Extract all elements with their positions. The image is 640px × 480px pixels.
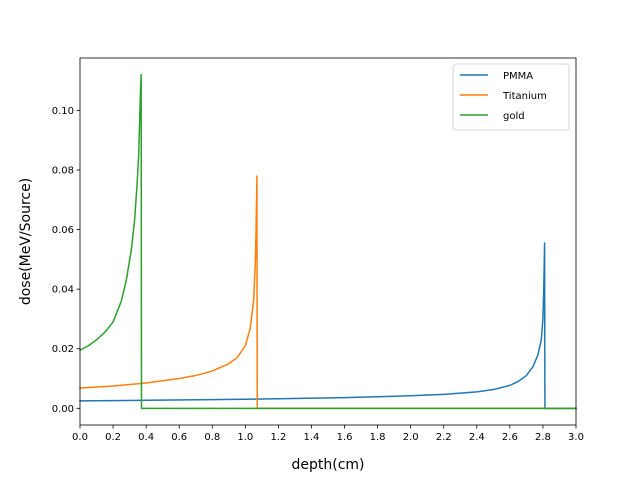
x-axis-label: depth(cm)	[291, 457, 364, 473]
legend-label-titanium: Titanium	[502, 91, 547, 102]
series-line-gold	[78, 73, 577, 410]
x-tick-label: 0.2	[105, 432, 121, 443]
legend: PMMA Titanium gold	[452, 63, 570, 131]
x-tick-label: 2.8	[535, 432, 551, 443]
x-tick-label: 0.8	[204, 432, 220, 443]
x-tick-label: 2.6	[502, 432, 518, 443]
x-tick-label: 3.0	[568, 432, 584, 443]
x-tick-label: 0.6	[171, 432, 187, 443]
series-line-pmma	[79, 242, 577, 410]
x-tick-label: 0.4	[138, 432, 154, 443]
y-axis-label: dose(MeV/Source)	[18, 178, 34, 305]
legend-label-pmma: PMMA	[503, 71, 533, 82]
legend-label-gold: gold	[503, 111, 525, 122]
y-tick-label: 0.02	[52, 344, 74, 355]
x-tick-label: 1.6	[337, 432, 353, 443]
series-layer	[78, 73, 577, 410]
y-axis-ticks: 0.00 0.02 0.04 0.06 0.08 0.10	[52, 106, 80, 415]
series-line-titanium	[79, 175, 577, 410]
y-tick-label: 0.10	[52, 106, 74, 117]
x-tick-label: 1.8	[370, 432, 386, 443]
plot-frame	[79, 57, 577, 426]
x-tick-label: 1.0	[237, 432, 253, 443]
x-tick-label: 1.2	[270, 432, 286, 443]
x-axis-ticks: 0.0 0.2 0.4 0.6 0.8 1.0 1.2 1.4 1.6 1.8 2.0 2.2 2.4 2…	[72, 425, 584, 443]
x-tick-label: 0.0	[72, 432, 88, 443]
x-tick-label: 2.2	[436, 432, 452, 443]
y-tick-label: 0.00	[52, 404, 74, 415]
legend-box	[452, 63, 570, 131]
x-tick-label: 2.4	[469, 432, 485, 443]
x-tick-label: 2.0	[403, 432, 419, 443]
y-tick-label: 0.04	[52, 285, 74, 296]
y-tick-label: 0.06	[52, 225, 74, 236]
x-tick-label: 1.4	[304, 432, 320, 443]
y-tick-label: 0.08	[52, 166, 74, 177]
